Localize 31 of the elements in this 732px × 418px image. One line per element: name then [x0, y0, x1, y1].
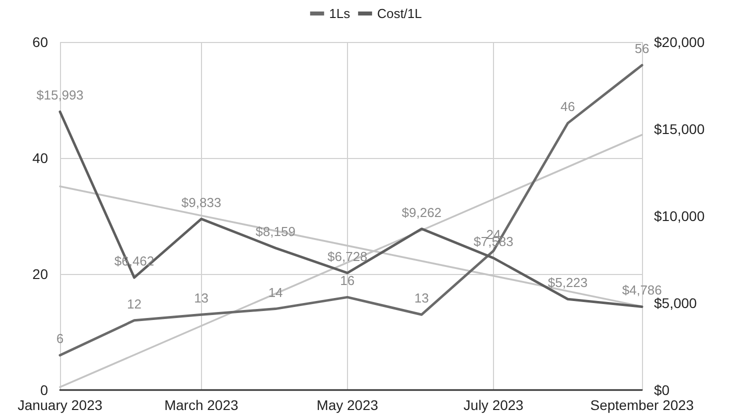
data-label: $15,993 — [36, 88, 84, 103]
x-tick-label: July 2023 — [464, 397, 524, 413]
data-label: $6,728 — [328, 248, 368, 264]
y2-tick-label: $20,000 — [654, 34, 705, 50]
data-label: 46 — [560, 99, 575, 114]
data-label: 14 — [268, 284, 283, 300]
data-label: 13 — [194, 290, 209, 306]
data-label: 6 — [56, 331, 64, 346]
y2-tick-label: $0 — [654, 382, 670, 398]
data-label: 12 — [127, 296, 142, 312]
x-tick-label: January 2023 — [18, 397, 103, 413]
y2-tick-label: $15,000 — [654, 121, 705, 137]
y-tick-label: 40 — [32, 150, 48, 166]
legend-label: Cost/1L — [377, 6, 422, 21]
data-label: $4,786 — [622, 282, 662, 298]
y-tick-label: 20 — [32, 266, 48, 282]
data-label: $5,223 — [548, 275, 588, 290]
x-tick-label: March 2023 — [164, 397, 238, 413]
y-tick-label: 60 — [32, 34, 48, 50]
x-tick-label: May 2023 — [316, 397, 378, 413]
data-label: 56 — [634, 41, 650, 56]
x-tick-label: September 2023 — [590, 397, 694, 413]
data-label: $8,159 — [256, 224, 296, 240]
legend-label: 1Ls — [329, 6, 351, 21]
data-label: $9,262 — [402, 204, 442, 220]
data-label: 13 — [414, 290, 429, 306]
y-tick-label: 0 — [40, 382, 48, 398]
y2-tick-label: $5,000 — [654, 295, 698, 311]
data-label: $9,833 — [181, 194, 222, 210]
y2-tick-label: $10,000 — [654, 208, 705, 224]
data-label: 16 — [340, 273, 355, 288]
